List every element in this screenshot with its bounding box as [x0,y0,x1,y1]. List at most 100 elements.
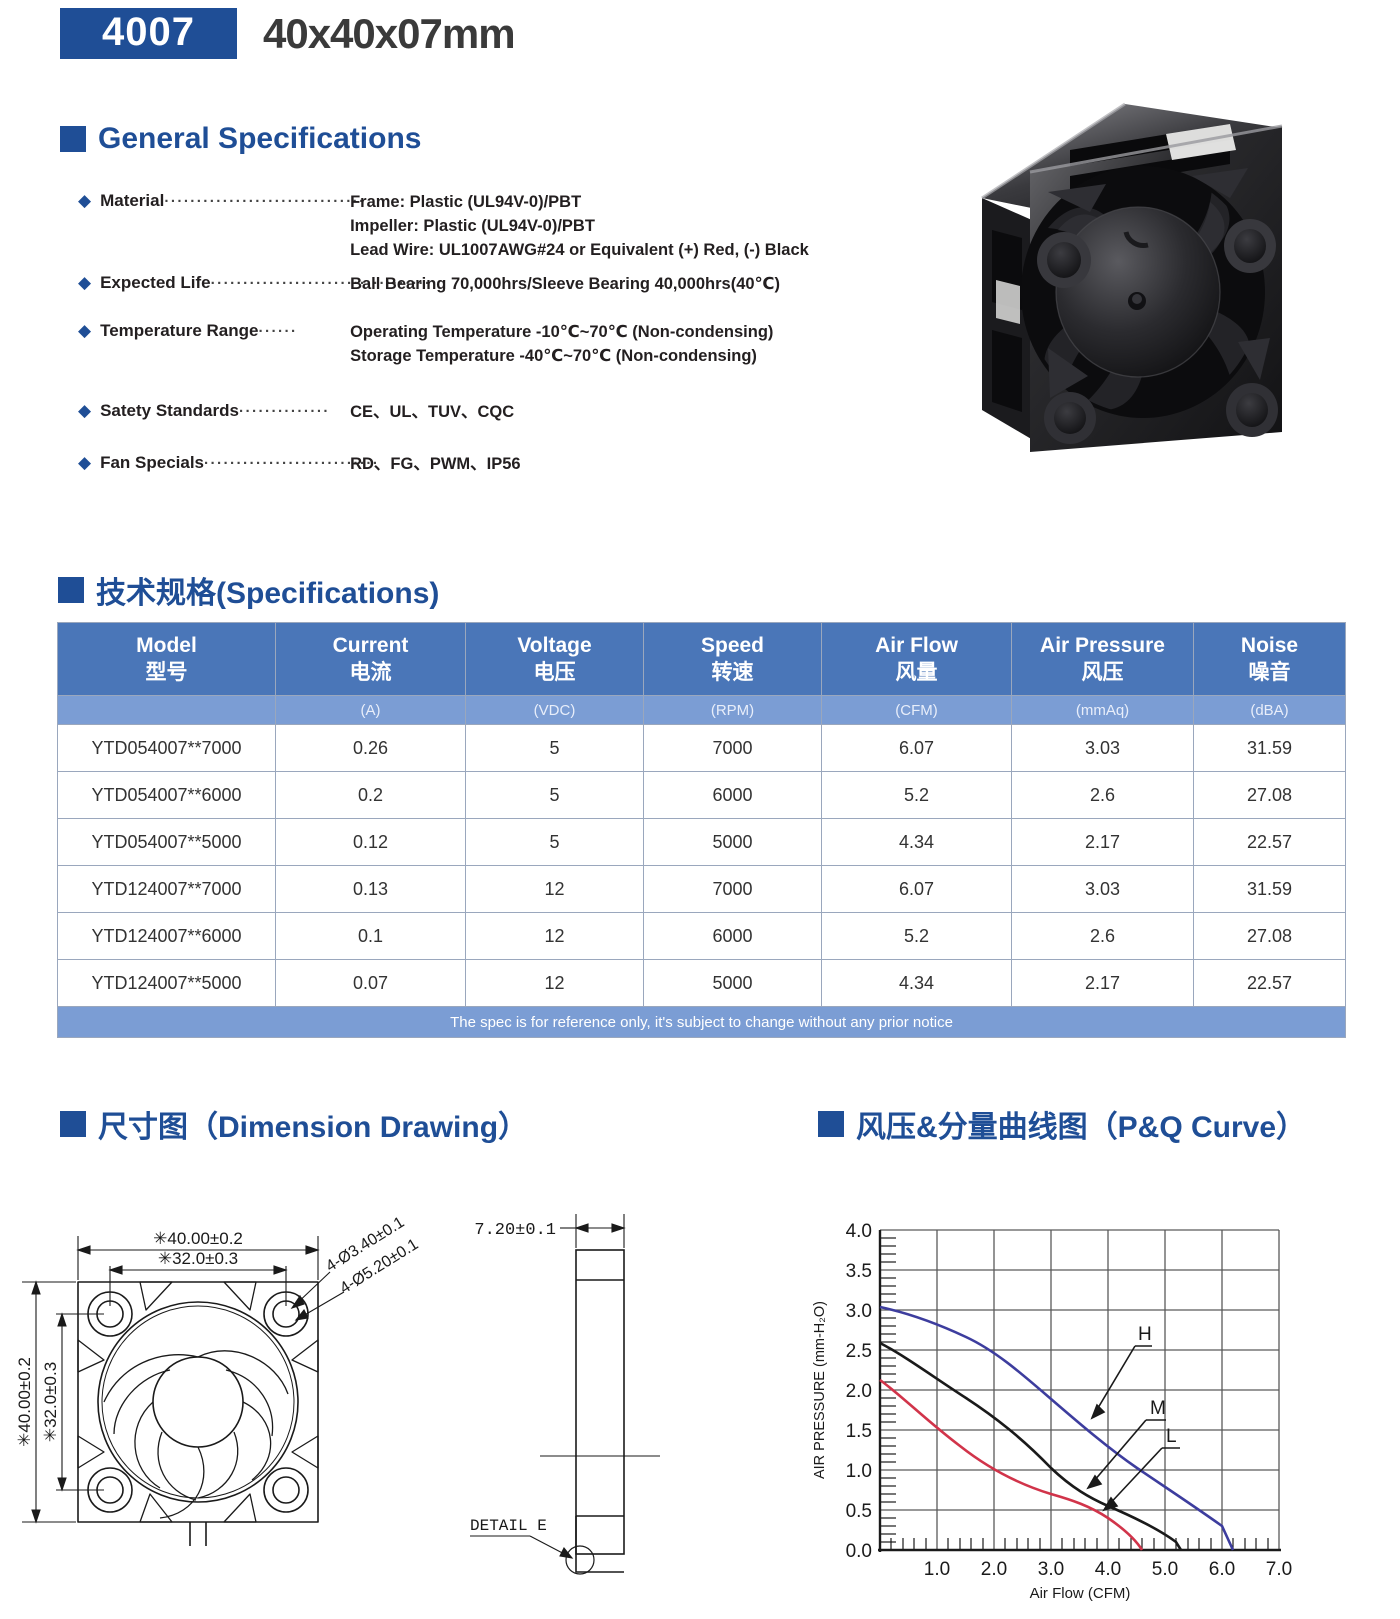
dim-front-hole-pitch: ✳32.0±0.3 [158,1249,238,1268]
spec-row-temperature-range: ◆ Temperature Range ······ Operating Tem… [78,320,938,368]
cell-voltage: 5 [465,818,644,866]
diamond-bullet-icon: ◆ [78,401,92,420]
col-header-airpressure: Air Pressure 风压 [1011,622,1194,696]
unit-airpressure: (mmAq) [1011,695,1194,725]
cell-speed: 5000 [643,818,822,866]
square-bullet-icon [58,577,84,603]
svg-text:4.0: 4.0 [846,1221,872,1242]
y-axis-title: AIR PRESSURE (mm-H₂O) [812,1301,828,1479]
leader-dots: ·································· [210,275,432,292]
front-view-dimension-labels: ✳40.00±0.2 ✳32.0±0.3 ✳40.00±0.2 ✳32.0±0.… [15,1214,422,1447]
svg-text:7.0: 7.0 [1266,1559,1292,1580]
table-row: YTD124007**5000 0.07 12 5000 4.34 2.17 2… [57,959,1346,1007]
cell-model: YTD124007**7000 [57,865,276,913]
svg-text:3.0: 3.0 [1038,1559,1064,1580]
cell-noise: 22.57 [1193,959,1346,1007]
cell-airpressure: 2.17 [1011,818,1194,866]
cell-current: 0.13 [275,865,466,913]
svg-text:0.5: 0.5 [846,1501,872,1522]
label-M: M [1150,1398,1166,1419]
cell-model: YTD054007**6000 [57,771,276,819]
table-footnote: The spec is for reference only, it's sub… [57,1006,1346,1038]
cell-current: 0.1 [275,912,466,960]
unit-noise: (dBA) [1193,695,1346,725]
col-header-speed: Speed 转速 [643,622,822,696]
cell-current: 0.12 [275,818,466,866]
unit-airflow: (CFM) [821,695,1012,725]
section-heading-dimension: 尺寸图（Dimension Drawing） [60,1102,528,1146]
spec-label: Fan Specials ··························· [100,452,378,475]
cell-noise: 31.59 [1193,865,1346,913]
svg-text:3.0: 3.0 [846,1301,872,1322]
square-bullet-icon [60,1111,86,1137]
cell-current: 0.26 [275,724,466,772]
svg-text:5.0: 5.0 [1152,1559,1178,1580]
cell-current: 0.07 [275,959,466,1007]
label-H: H [1138,1324,1152,1345]
spec-value: CE、UL、TUV、CQC [350,403,515,421]
spec-value: RD、FG、PWM、IP56 [350,455,521,473]
cell-voltage: 5 [465,724,644,772]
cell-noise: 27.08 [1193,912,1346,960]
col-header-voltage: Voltage 电压 [465,622,644,696]
section-title: General Specifications [98,122,422,155]
dimension-side-view [470,1214,660,1575]
general-specs-list: ◆ Material ·····························… [78,190,938,480]
cell-current: 0.2 [275,771,466,819]
model-badge: 4007 [60,8,237,59]
spec-row-material: ◆ Material ·····························… [78,190,938,262]
dim-thickness: 7.20±0.1 [474,1221,556,1240]
unit-voltage: (VDC) [465,695,644,725]
unit-current: (A) [275,695,466,725]
svg-text:2.0: 2.0 [846,1381,872,1402]
section-heading-spec-table: 技术规格(Specifications) [58,568,439,612]
leader-dots: ······ [258,323,298,340]
cell-speed: 7000 [643,865,822,913]
section-title: 尺寸图（Dimension Drawing） [98,1111,529,1144]
svg-text:4.0: 4.0 [1095,1559,1121,1580]
spec-value: Ball Bearing 70,000hrs/Sleeve Bearing 40… [350,275,781,293]
cell-voltage: 12 [465,959,644,1007]
curve-labels: H M L [1138,1324,1177,1447]
specifications-table: Model 型号 Current 电流 Voltage 电压 Speed 转速 … [57,622,1346,1038]
dimension-front-view [77,1281,319,1546]
col-header-noise: Noise 噪音 [1193,622,1346,696]
cell-speed: 7000 [643,724,822,772]
col-header-model: Model 型号 [57,622,276,696]
x-axis-ticks: 1.0 2.0 3.0 4.0 5.0 6.0 7.0 [924,1559,1292,1580]
col-header-current: Current 电流 [275,622,466,696]
cell-airpressure: 3.03 [1011,865,1194,913]
x-axis-title: Air Flow (CFM) [1030,1585,1131,1602]
svg-text:0.0: 0.0 [846,1541,872,1562]
svg-text:1.0: 1.0 [924,1559,950,1580]
leader-dots: ·············· [238,403,330,420]
spec-value: Frame: Plastic (UL94V-0)/PBT Impeller: P… [350,193,809,259]
table-row: YTD054007**6000 0.2 5 6000 5.2 2.6 27.08 [57,771,1346,819]
svg-text:6.0: 6.0 [1209,1559,1235,1580]
spec-label: Material ······························· [100,190,364,213]
col-header-airflow: Air Flow 风量 [821,622,1012,696]
diamond-bullet-icon: ◆ [78,453,92,472]
table-row: YTD124007**6000 0.1 12 6000 5.2 2.6 27.0… [57,912,1346,960]
table-row: YTD054007**5000 0.12 5 5000 4.34 2.17 22… [57,818,1346,866]
cell-voltage: 12 [465,912,644,960]
diamond-bullet-icon: ◆ [78,273,92,292]
pq-curve-chart: H M L 4.0 3.5 3.0 2.5 2.0 1.5 1.0 0.5 0.… [812,1221,1292,1602]
cell-noise: 22.57 [1193,818,1346,866]
section-title: 风压&分量曲线图（P&Q Curve） [856,1111,1307,1144]
svg-text:2.5: 2.5 [846,1341,872,1362]
section-heading-pq-curve: 风压&分量曲线图（P&Q Curve） [818,1102,1306,1146]
square-bullet-icon [60,126,86,152]
spec-row-safety-standards: ◆ Satety Standards ·············· CE、UL、… [78,400,938,424]
label-L: L [1166,1426,1177,1447]
cell-speed: 5000 [643,959,822,1007]
cell-noise: 27.08 [1193,771,1346,819]
cell-model: YTD054007**5000 [57,818,276,866]
svg-text:1.5: 1.5 [846,1421,872,1442]
page-header: 4007 40x40x07mm [60,8,516,59]
table-row: YTD054007**7000 0.26 5 7000 6.07 3.03 31… [57,724,1346,772]
cell-model: YTD124007**5000 [57,959,276,1007]
cell-speed: 6000 [643,771,822,819]
detail-label: DETAIL E [470,1517,547,1535]
